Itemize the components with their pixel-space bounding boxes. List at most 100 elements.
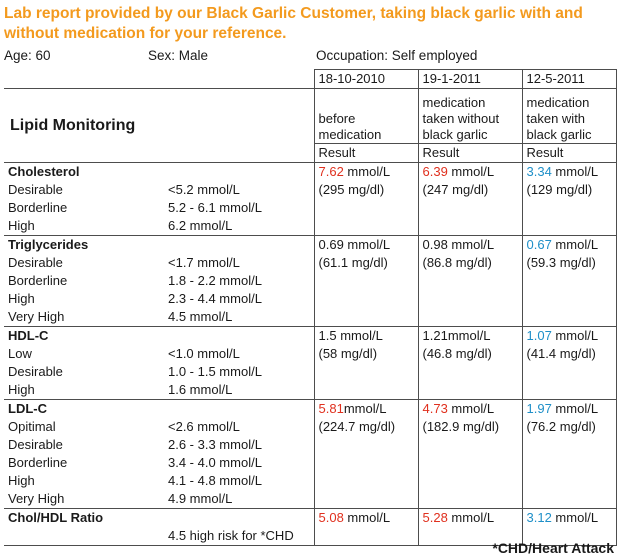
range-row: High 2.3 - 4.4 mmol/L — [4, 290, 616, 308]
section-title: Lipid Monitoring — [4, 88, 314, 163]
range-value: 2.6 - 3.3 mmol/L — [168, 437, 262, 452]
hdl-label: HDL-C — [4, 326, 164, 345]
value-number: 0.67 — [526, 237, 552, 252]
value-number: 3.34 — [526, 164, 552, 179]
value-number: 1.07 — [526, 328, 552, 343]
value-number: 3.12 — [526, 510, 552, 525]
value-mg: (182.9 mg/dl) — [422, 419, 500, 434]
range-label: Desirable — [8, 255, 63, 270]
description-2-line-2: taken without — [422, 111, 500, 126]
description-2-line-3: black garlic — [422, 127, 488, 142]
triglycerides-result-1: 0.69 mmol/L (61.1 mg/dl) — [313, 235, 418, 327]
description-1-line-2: medication — [318, 127, 382, 142]
result-label-3: Result — [521, 143, 617, 163]
ratio-header-row: Chol/HDL Ratio 5.08 mmol/L 5.28 mmol/L 3… — [4, 508, 617, 546]
patient-age: Age: 60 — [4, 48, 51, 63]
value-unit: mmol/L — [343, 237, 391, 252]
range-value: <1.0 mmol/L — [168, 346, 240, 361]
range-row: Desirable <5.2 mmol/L — [4, 181, 616, 199]
lipid-table: 18-10-2010 19-1-2011 12-5-2011 Lipid Mon… — [4, 69, 617, 546]
value-unit: mmol/L — [447, 237, 495, 252]
value-unit: mmol/L — [343, 401, 387, 416]
description-3: medication taken with black garlic — [521, 88, 617, 144]
range-row: Low <1.0 mmol/L — [4, 345, 616, 363]
ratio-result-3: 3.12 mmol/L — [521, 508, 617, 546]
range-row: Very High 4.9 mmol/L — [4, 490, 616, 509]
range-value: <1.7 mmol/L — [168, 255, 240, 270]
range-value: 6.2 mmol/L — [168, 218, 233, 233]
value-number: 0.98 — [422, 237, 448, 252]
patient-sex: Sex: Male — [148, 48, 209, 63]
ratio-note: 4.5 high risk for *CHD — [164, 527, 314, 546]
ldl-label: LDL-C — [4, 399, 164, 418]
ratio-label: Chol/HDL Ratio — [4, 508, 164, 527]
range-value: 1.0 - 1.5 mmol/L — [168, 364, 262, 379]
description-3-line-1: medication — [526, 95, 590, 110]
description-2: medication taken without black garlic — [417, 88, 522, 144]
value-unit: mmol/L — [551, 510, 599, 525]
ldl-header-row: LDL-C 5.81mmol/L (224.7 mg/dl) 4.73 mmol/… — [4, 399, 617, 509]
value-number: 6.39 — [422, 164, 448, 179]
range-row: High 1.6 mmol/L — [4, 381, 616, 400]
value-unit: mmol/L — [551, 328, 599, 343]
value-number: 4.73 — [422, 401, 448, 416]
cholesterol-result-2: 6.39 mmol/L (247 mg/dl) — [417, 162, 522, 236]
result-label-row: Result Result Result — [4, 143, 617, 163]
hdl-result-1: 1.5 mmol/L (58 mg/dl) — [313, 326, 418, 400]
range-row: Desirable 2.6 - 3.3 mmol/L — [4, 436, 616, 454]
value-unit: mmol/L — [551, 237, 599, 252]
range-label: High — [8, 473, 35, 488]
range-value: 4.1 - 4.8 mmol/L — [168, 473, 262, 488]
range-value: 4.9 mmol/L — [168, 491, 233, 506]
range-label: Borderline — [8, 273, 68, 288]
value-unit: mmol/L — [551, 401, 599, 416]
value-unit: mmol/L — [447, 328, 491, 343]
range-label: High — [8, 382, 35, 397]
description-1: before medication — [313, 88, 418, 144]
result-label-1: Result — [313, 143, 418, 163]
triglycerides-header-row: Triglycerides 0.69 mmol/L (61.1 mg/dl) 0.… — [4, 235, 617, 327]
ldl-result-3: 1.97 mmol/L (76.2 mg/dl) — [521, 399, 617, 509]
value-unit: mmol/L — [336, 328, 383, 343]
range-label: Low — [8, 346, 32, 361]
value-number: 1.21 — [422, 328, 448, 343]
value-mg: (41.4 mg/dl) — [526, 346, 596, 361]
date-1: 18-10-2010 — [313, 69, 419, 89]
triglycerides-result-3: 0.67 mmol/L (59.3 mg/dl) — [521, 235, 617, 327]
value-mg: (224.7 mg/dl) — [318, 419, 396, 434]
value-number: 5.28 — [422, 510, 448, 525]
triglycerides-result-2: 0.98 mmol/L (86.8 mg/dl) — [417, 235, 522, 327]
value-unit: mmol/L — [447, 164, 495, 179]
value-unit: mmol/L — [447, 401, 495, 416]
cholesterol-header-row: Cholesterol 7.62 mmol/L (295 mg/dl) 6.39 … — [4, 162, 617, 236]
range-value: 1.8 - 2.2 mmol/L — [168, 273, 262, 288]
value-mg: (86.8 mg/dl) — [422, 255, 492, 270]
range-label: Desirable — [8, 437, 63, 452]
patient-occupation: Occupation: Self employed — [316, 48, 478, 63]
range-value: 4.5 mmol/L — [168, 309, 233, 324]
value-mg: (58 mg/dl) — [318, 346, 378, 361]
range-row: Borderline 1.8 - 2.2 mmol/L — [4, 272, 616, 290]
ldl-result-1: 5.81mmol/L (224.7 mg/dl) — [313, 399, 418, 509]
range-value: 5.2 - 6.1 mmol/L — [168, 200, 262, 215]
cholesterol-result-1: 7.62 mmol/L (295 mg/dl) — [313, 162, 418, 236]
value-number: 0.69 — [318, 237, 344, 252]
hdl-header-row: HDL-C 1.5 mmol/L (58 mg/dl) 1.21mmol/L (46… — [4, 326, 617, 400]
value-mg: (59.3 mg/dl) — [526, 255, 596, 270]
description-row: Lipid Monitoring before medication medic… — [4, 88, 617, 163]
value-unit: mmol/L — [551, 164, 599, 179]
range-value: 2.3 - 4.4 mmol/L — [168, 291, 262, 306]
date-2: 19-1-2011 — [417, 69, 523, 89]
range-label: Borderline — [8, 200, 68, 215]
range-label: High — [8, 218, 35, 233]
result-label-2: Result — [417, 143, 522, 163]
value-mg: (76.2 mg/dl) — [526, 419, 596, 434]
ldl-result-2: 4.73 mmol/L (182.9 mg/dl) — [417, 399, 522, 509]
cholesterol-result-3: 3.34 mmol/L (129 mg/dl) — [521, 162, 617, 236]
range-row: Opitimal <2.6 mmol/L — [4, 418, 616, 436]
range-value: <2.6 mmol/L — [168, 419, 240, 434]
range-row: Very High 4.5 mmol/L — [4, 308, 616, 327]
range-label: Very High — [8, 491, 65, 506]
value-mg: (46.8 mg/dl) — [422, 346, 492, 361]
value-mg: (61.1 mg/dl) — [318, 255, 388, 270]
